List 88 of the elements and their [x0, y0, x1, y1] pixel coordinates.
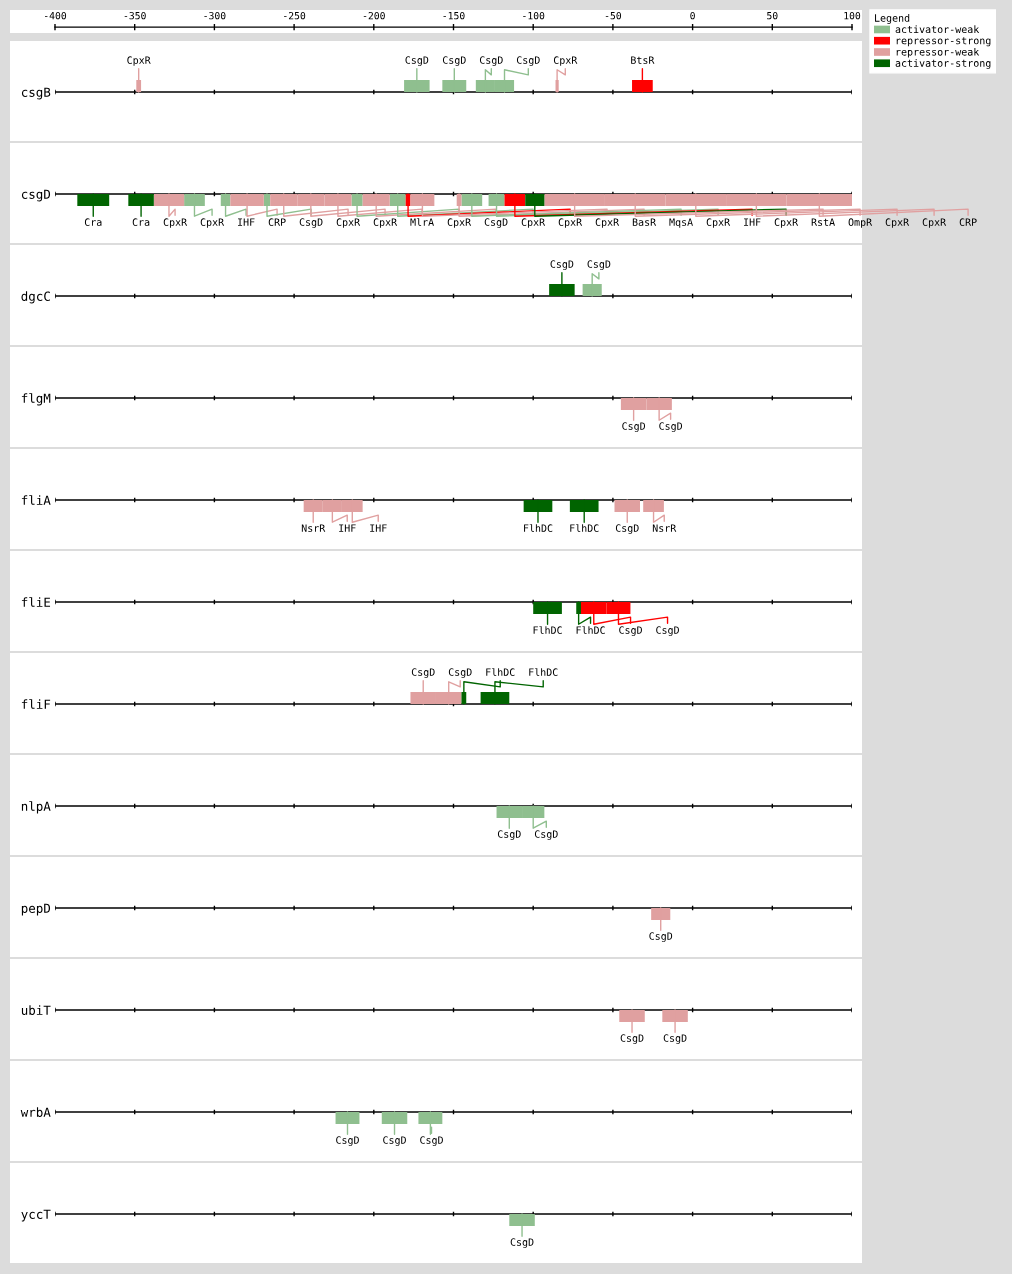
annotation: CsgD [420, 1136, 443, 1146]
annotation: RstA [811, 218, 835, 226]
x-tick-label: -200 [363, 11, 385, 20]
annotation: CsgD [411, 668, 435, 678]
annotation: CsgD [620, 1034, 644, 1044]
annotation: CpxR [885, 218, 910, 228]
annotation: CpxR [595, 218, 620, 228]
annotation: CsgD [405, 56, 429, 66]
annotation: CsgD [510, 1238, 534, 1248]
x-tick-label: -50 [605, 11, 622, 20]
annotation: FlhDC [570, 524, 599, 532]
annotation: CsgD [299, 218, 323, 228]
y-tick-label: yccT [21, 1209, 51, 1222]
annotation: CsgD [497, 830, 521, 840]
x-tick-label: -250 [284, 11, 306, 20]
annotation: CpxR [127, 56, 151, 66]
annotation: CpxR [774, 218, 799, 228]
y-tick-label: wrbA [20, 1107, 51, 1117]
annotation: CsgD [622, 422, 646, 432]
x-tick-label: 50 [767, 11, 778, 20]
annotation: CsgD [615, 524, 639, 534]
legend-label: repressor-strong [896, 37, 991, 47]
annotation: CsgD [663, 1034, 687, 1044]
y-tick-label: dgcC [21, 291, 50, 304]
annotation: BtsR [631, 56, 655, 64]
annotation: CpxR [706, 218, 731, 228]
y-tick-label: pepD [21, 903, 51, 916]
annotation: IHF [238, 218, 255, 226]
legend-title: Legend [875, 14, 910, 24]
x-tick-label: 0 [690, 11, 695, 20]
y-tick-label: fliA [21, 495, 51, 505]
annotation: CpxR [447, 218, 472, 228]
annotation: FlhDC [576, 626, 605, 634]
annotation: CpxR [521, 218, 546, 228]
y-tick-label: fliE [21, 597, 51, 607]
annotation: CpxR [200, 218, 225, 228]
annotation: OmpR [848, 218, 873, 228]
annotation: CsgD [659, 422, 683, 432]
x-tick-label: 100 [844, 11, 861, 20]
annotation: CsgD [442, 56, 466, 66]
x-tick-label: -400 [44, 11, 67, 20]
annotation: NsrR [652, 524, 677, 532]
annotation: CsgD [656, 626, 679, 636]
annotation: BasR [632, 218, 657, 226]
y-tick-label: ubiT [21, 1005, 51, 1015]
y-tick-label: fliF [21, 699, 51, 709]
annotation: CsgD [649, 932, 673, 942]
annotation: CsgD [336, 1136, 359, 1146]
annotation: CpxR [922, 218, 947, 228]
annotation: CsgD [484, 218, 508, 228]
x-tick-label: -350 [124, 11, 146, 20]
y-tick-label: nlpA [21, 801, 51, 814]
annotation: CsgD [448, 668, 472, 678]
annotation: CsgD [619, 626, 642, 636]
legend-label: repressor-weak [896, 47, 980, 58]
y-tick-label: flgM [21, 393, 51, 406]
y-tick-label: csgB [21, 87, 51, 100]
annotation: CsgD [534, 830, 558, 840]
annotation: FlhDC [486, 668, 515, 676]
annotation: CsgD [516, 56, 540, 66]
x-tick-label: -300 [204, 11, 226, 20]
annotation: Cra [132, 218, 150, 226]
annotation: IHF [370, 524, 387, 532]
annotation: IHF [744, 218, 761, 226]
annotation: CpxR [163, 218, 188, 228]
annotation: MqsA [669, 218, 693, 228]
annotation: CpxR [336, 218, 361, 228]
annotation: CsgD [383, 1136, 406, 1146]
annotation: CpxR [373, 218, 398, 228]
legend-label: activator-weak [895, 25, 980, 34]
annotation: FlhDC [533, 626, 562, 634]
annotation: NsrR [301, 524, 326, 532]
annotation: CpxR [553, 56, 578, 66]
annotation: MlrA [410, 218, 434, 226]
y-tick-label: csgD [21, 189, 51, 202]
annotation: FlhDC [529, 668, 558, 676]
annotation: CRP [268, 218, 286, 226]
annotation: CsgD [587, 260, 611, 270]
annotation: IHF [339, 524, 356, 532]
annotation: CsgD [550, 260, 574, 270]
annotation: Cra [84, 218, 102, 226]
legend-label: activator-strong [895, 59, 991, 69]
x-tick-label: -150 [443, 11, 465, 20]
annotation: CRP [959, 218, 977, 226]
annotation: CpxR [558, 218, 583, 228]
annotation: CsgD [479, 56, 503, 66]
x-tick-label: -100 [523, 11, 545, 20]
annotation: FlhDC [524, 524, 553, 532]
